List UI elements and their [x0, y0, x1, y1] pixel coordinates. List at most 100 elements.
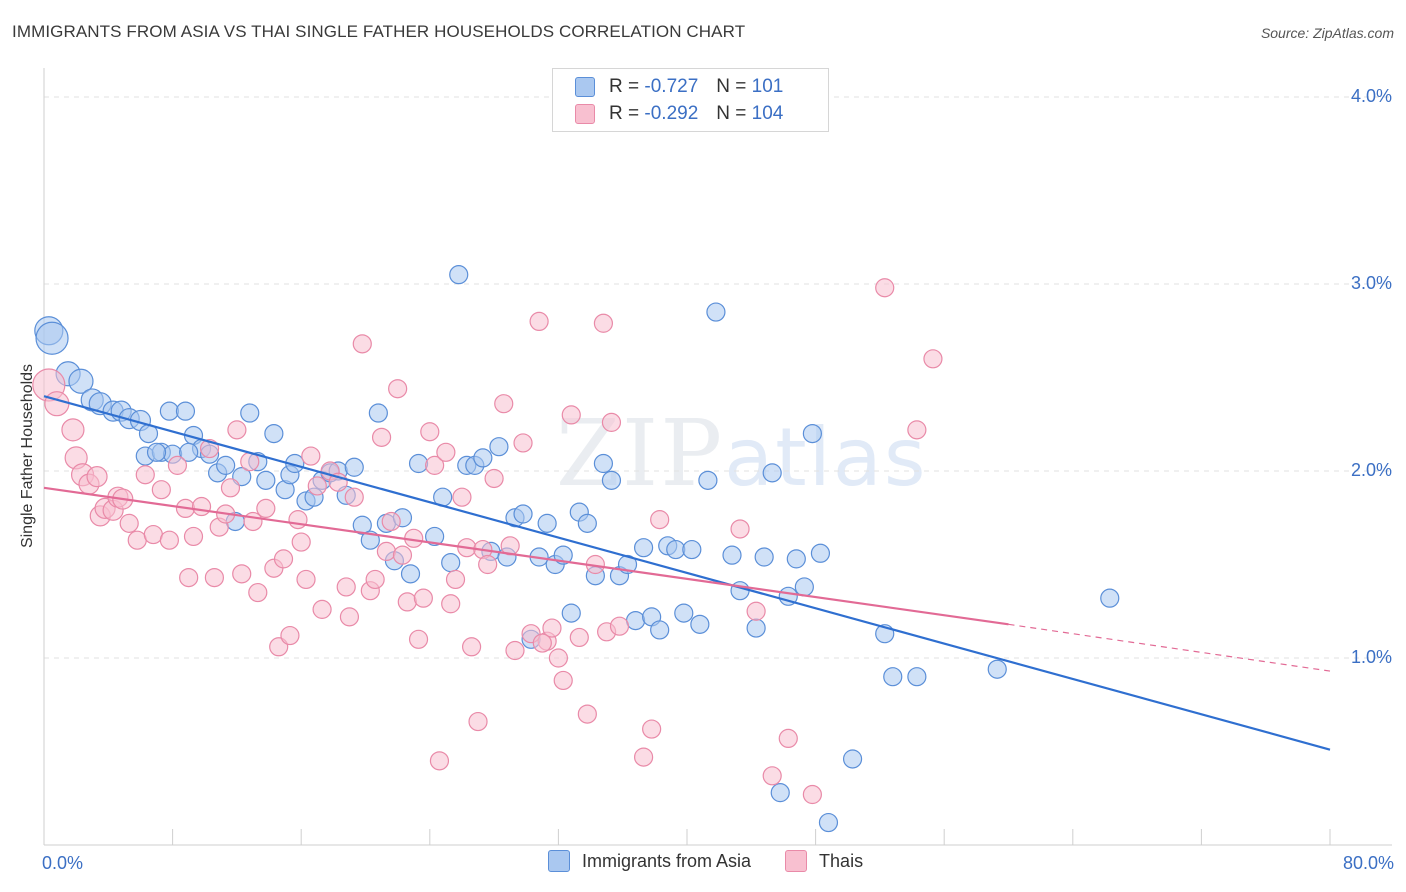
- series-legend-label-thais: Thais: [819, 850, 864, 871]
- data-point: [762, 463, 782, 483]
- data-point: [513, 504, 533, 524]
- data-point: [802, 424, 822, 444]
- data-point: [923, 349, 943, 369]
- data-point: [633, 538, 654, 558]
- data-point: [436, 442, 456, 462]
- axes: [43, 68, 1392, 846]
- data-point: [593, 453, 614, 474]
- legend-n-value: 104: [751, 103, 784, 124]
- data-point: [264, 424, 284, 444]
- data-point: [1100, 588, 1120, 608]
- y-tick-label: 3.0%: [1350, 273, 1392, 293]
- data-point: [706, 302, 726, 322]
- data-point: [68, 368, 94, 394]
- data-point: [291, 532, 311, 552]
- data-point: [368, 403, 388, 423]
- data-point: [682, 539, 702, 560]
- data-point: [135, 465, 155, 485]
- data-point: [179, 442, 199, 462]
- data-point: [802, 784, 822, 805]
- legend-row-thais: R = -0.292 N = 104: [575, 101, 783, 127]
- data-point: [376, 541, 396, 562]
- data-point: [191, 496, 212, 517]
- data-point: [674, 603, 694, 623]
- y-axis-title: Single Father Households: [19, 363, 36, 549]
- data-point: [365, 569, 385, 590]
- legend-row-asia: R = -0.727 N = 101: [575, 74, 783, 100]
- data-point: [529, 311, 549, 331]
- data-point: [183, 526, 204, 547]
- series-legend-swatch-asia: [548, 850, 570, 872]
- data-point: [425, 455, 445, 475]
- data-point: [786, 549, 806, 569]
- source-credit: Source: ZipAtlas.com: [1260, 25, 1394, 41]
- legend-n-value: 101: [751, 76, 784, 97]
- data-point: [666, 539, 686, 560]
- data-point: [151, 480, 171, 500]
- data-point: [143, 524, 163, 545]
- data-point: [754, 547, 774, 567]
- data-point: [204, 567, 224, 588]
- data-point: [227, 420, 247, 440]
- y-tick-label: 2.0%: [1350, 460, 1392, 480]
- data-point: [532, 633, 552, 653]
- data-point: [478, 554, 498, 575]
- data-point: [810, 543, 831, 563]
- data-point: [159, 401, 179, 421]
- data-point: [216, 455, 236, 475]
- legend-swatch-asia: [575, 77, 595, 97]
- data-point: [61, 418, 85, 442]
- data-point: [248, 582, 268, 603]
- data-point: [339, 607, 360, 627]
- data-point: [392, 545, 413, 565]
- data-point: [609, 616, 630, 636]
- data-point: [127, 530, 147, 550]
- data-point: [240, 403, 260, 423]
- data-point: [381, 511, 401, 532]
- data-point: [722, 545, 742, 565]
- data-point: [542, 618, 562, 638]
- data-point: [461, 637, 482, 657]
- data-point: [633, 747, 654, 767]
- data-point: [987, 659, 1007, 679]
- data-point: [296, 569, 316, 590]
- data-point: [449, 265, 469, 285]
- data-point: [489, 437, 509, 457]
- data-point: [548, 648, 569, 668]
- data-point: [690, 614, 710, 634]
- data-point: [312, 599, 332, 619]
- data-point: [256, 498, 276, 518]
- data-point: [307, 476, 327, 496]
- data-point: [256, 470, 276, 490]
- series-legend-asia: Immigrants from Asia: [548, 850, 751, 872]
- data-point: [569, 627, 589, 648]
- legend-n-label: N =: [716, 76, 747, 97]
- data-point: [420, 422, 440, 442]
- data-point: [484, 468, 504, 489]
- trend-line-thais-extension: [1008, 623, 1331, 672]
- y-tick-label: 4.0%: [1350, 86, 1392, 106]
- data-point: [35, 321, 69, 355]
- data-point: [429, 751, 450, 771]
- data-point: [770, 783, 790, 803]
- legend-r-label: R =: [609, 103, 640, 124]
- data-point: [593, 313, 614, 333]
- data-point: [778, 728, 798, 749]
- data-point: [505, 640, 525, 661]
- data-point: [86, 466, 108, 488]
- data-point: [167, 455, 188, 475]
- series-legend-label-asia: Immigrants from Asia: [582, 850, 752, 871]
- data-point: [159, 530, 179, 550]
- data-point: [344, 457, 364, 477]
- data-point: [400, 564, 421, 584]
- legend-r-value: -0.727: [644, 76, 699, 97]
- data-point: [371, 427, 392, 447]
- data-point: [883, 667, 903, 687]
- data-point: [746, 618, 766, 638]
- data-point: [577, 513, 597, 533]
- data-point: [468, 711, 488, 732]
- data-point: [232, 564, 252, 584]
- series-thais-points: [32, 278, 943, 805]
- data-point: [601, 412, 622, 432]
